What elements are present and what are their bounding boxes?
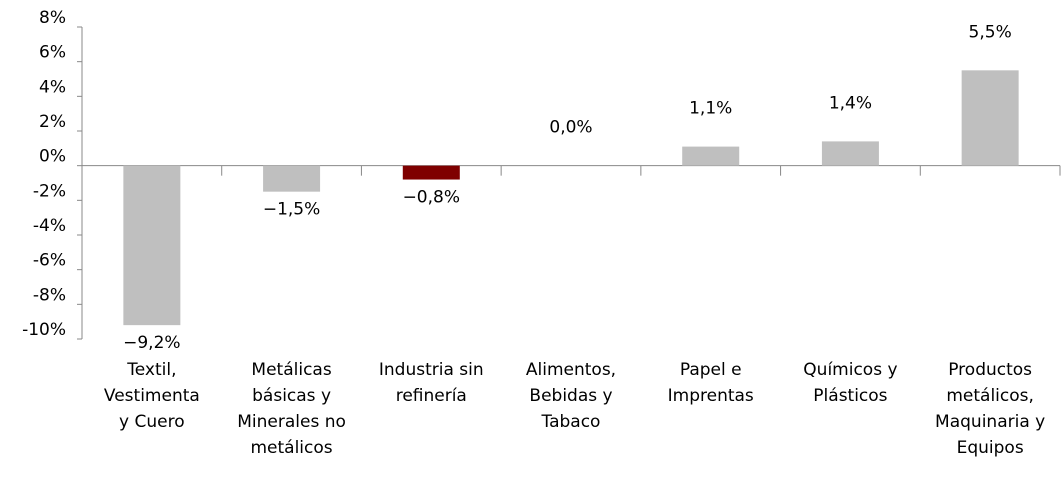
bar	[821, 141, 879, 166]
y-tick-label: -8%	[33, 285, 66, 305]
y-tick-label: -4%	[33, 216, 66, 236]
x-tick-label: Plásticos	[813, 386, 887, 406]
y-tick-label: 2%	[39, 112, 66, 132]
y-tick-label: 8%	[39, 8, 66, 28]
y-tick-label: -10%	[22, 320, 66, 340]
x-tick-label: Minerales no	[237, 412, 346, 432]
bar	[402, 165, 460, 180]
x-tick-label: Vestimenta	[104, 386, 200, 406]
value-label: 1,4%	[829, 93, 872, 113]
value-label: −9,2%	[123, 333, 180, 353]
x-tick-label: básicas y	[252, 386, 331, 406]
bar	[682, 146, 740, 166]
x-tick-label: metálicos,	[946, 386, 1034, 406]
y-tick-label: -2%	[33, 181, 66, 201]
x-tick-label: Químicos y	[803, 360, 897, 380]
bar	[263, 165, 321, 192]
value-label: −1,5%	[263, 200, 320, 220]
x-tick-label: Metálicas	[251, 360, 331, 380]
x-tick-label: y Cuero	[119, 412, 185, 432]
value-label: 5,5%	[969, 22, 1012, 42]
x-tick-label: Papel e	[680, 360, 742, 380]
y-tick-label: 6%	[39, 43, 66, 63]
x-tick-label: Tabaco	[541, 412, 601, 432]
x-tick-label: Imprentas	[668, 386, 754, 406]
bar	[961, 70, 1019, 166]
x-tick-label: Equipos	[957, 438, 1024, 458]
x-tick-label: Alimentos,	[526, 360, 616, 380]
y-tick-label: -6%	[33, 251, 66, 271]
x-tick-label: Maquinaria y	[935, 412, 1045, 432]
bar	[123, 165, 181, 326]
x-tick-label: Productos	[948, 360, 1032, 380]
x-tick-label: refinería	[396, 386, 467, 406]
value-label: −0,8%	[403, 188, 460, 208]
y-tick-label: 4%	[39, 77, 66, 97]
value-label: 1,1%	[689, 99, 732, 119]
y-tick-label: 0%	[39, 147, 66, 167]
x-tick-label: Bebidas y	[529, 386, 612, 406]
x-tick-label: Industria sin	[379, 360, 484, 380]
x-tick-label: Textil,	[126, 360, 176, 380]
value-label: 0,0%	[549, 118, 592, 138]
x-tick-label: metálicos	[250, 438, 332, 458]
